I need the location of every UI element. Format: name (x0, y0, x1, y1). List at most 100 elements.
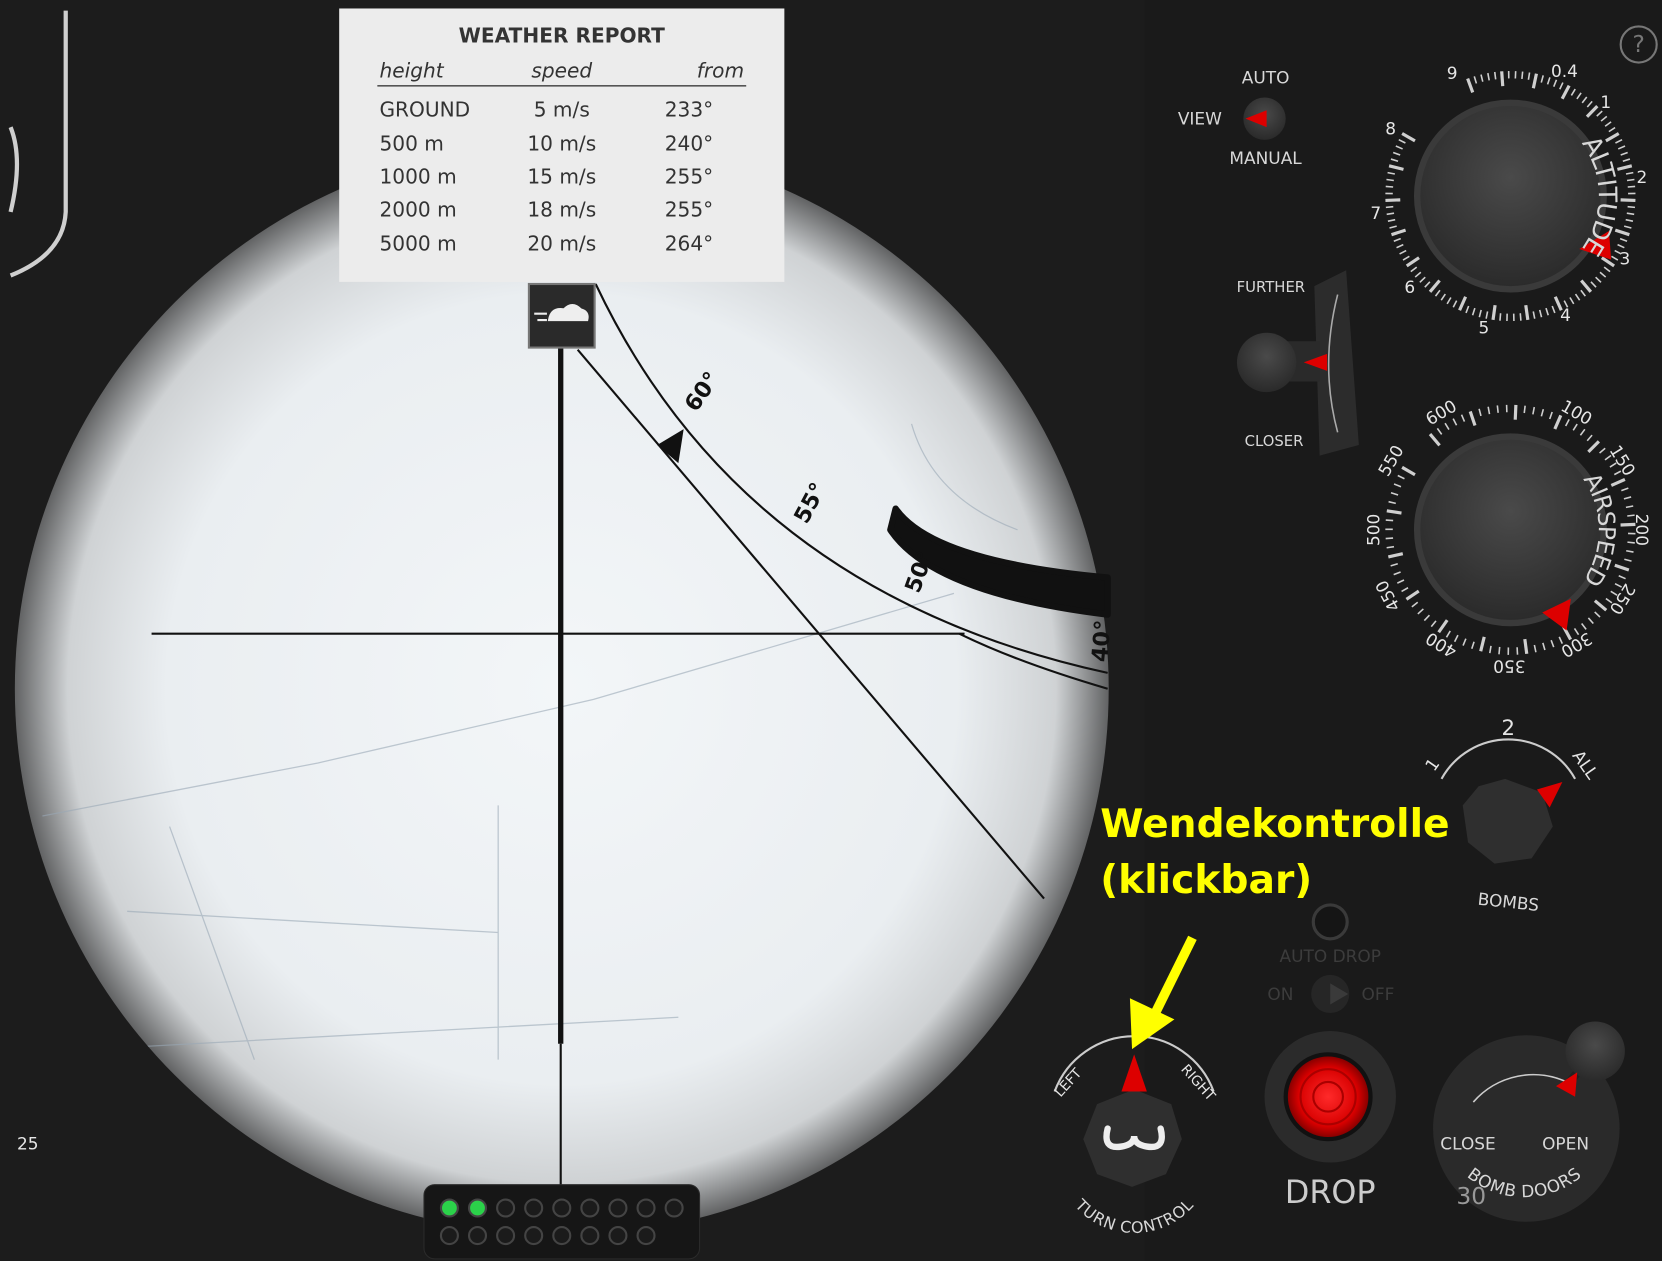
dial-tick (1594, 611, 1601, 618)
dial-tick (1627, 185, 1636, 188)
dial-tick (1460, 414, 1466, 422)
dial-tick (1385, 537, 1394, 540)
dial-tick (1623, 496, 1632, 500)
bomb-led (636, 1226, 656, 1246)
dial-tick (1453, 634, 1459, 643)
dial-tick (1390, 562, 1398, 567)
dial-tick (1523, 638, 1529, 655)
dial-tick (1618, 575, 1626, 580)
dial-tick (1405, 256, 1420, 268)
dial-tick (1627, 205, 1636, 209)
dial-tick (1617, 145, 1626, 150)
dial-tick (1527, 72, 1531, 80)
dial-tick (1385, 198, 1401, 202)
dial-tick (1625, 171, 1634, 175)
dial-tick (1620, 198, 1636, 202)
altitude-scale-label: 9 (1447, 63, 1458, 83)
dial-tick (1540, 408, 1545, 417)
dial-tick (1401, 587, 1409, 593)
dial-tick (1396, 579, 1405, 584)
drop-angle-label: 40° (1087, 619, 1117, 663)
weather-cell: 240° (665, 132, 713, 156)
airspeed-pointer (1542, 598, 1571, 631)
dial-tick (1626, 549, 1634, 553)
dial-tick (1390, 158, 1399, 163)
bombs-pointer (1536, 782, 1563, 808)
range-knob[interactable] (1236, 332, 1297, 393)
bomb-led (580, 1198, 600, 1218)
airspeed-scale-label: 200 (1632, 514, 1652, 546)
dial-tick (1604, 454, 1612, 461)
weather-cell: 15 m/s (527, 165, 596, 189)
dial-tick (1465, 305, 1470, 314)
dial-tick (1626, 212, 1635, 216)
dial-tick (1496, 405, 1499, 413)
dial-tick (1593, 599, 1608, 612)
dial-tick (1595, 276, 1602, 283)
dial-tick (1523, 405, 1526, 414)
dial-tick (1625, 505, 1634, 509)
dial-tick (1392, 151, 1401, 156)
turn-icon (1103, 1125, 1165, 1151)
dial-tick (1600, 115, 1608, 122)
weather-column-header: height (379, 59, 444, 83)
dial-tick (1458, 296, 1468, 311)
dial-tick (1559, 82, 1564, 90)
dial-tick (1605, 132, 1620, 143)
bomb-led (467, 1198, 488, 1218)
dial-tick (1563, 300, 1569, 308)
range-track (1314, 270, 1359, 456)
dial-tick (1532, 311, 1536, 319)
bomb-doors-scale (1472, 1073, 1570, 1103)
dial-tick (1620, 522, 1636, 527)
dial-tick (1390, 491, 1399, 496)
dial-tick (1393, 483, 1402, 488)
dial-tick (1452, 418, 1458, 426)
weather-cell: 2000 m (379, 197, 456, 221)
dial-tick (1386, 178, 1394, 182)
view-label: VIEW (1178, 109, 1222, 129)
annotation-line: Wendekontrolle (1100, 802, 1449, 847)
dial-tick (1599, 271, 1607, 278)
dial-tick (1396, 243, 1404, 249)
weather-cell: 264° (665, 231, 713, 255)
bomb-doors-lever-knob[interactable] (1565, 1021, 1625, 1081)
dial-tick (1627, 514, 1635, 517)
bomb-doors-close: CLOSE (1440, 1133, 1495, 1153)
dial-tick (1521, 71, 1524, 80)
dial-tick (1462, 638, 1467, 646)
dial-tick (1570, 88, 1576, 96)
bombs-knob[interactable] (1462, 778, 1553, 864)
altitude-scale-label: 3 (1620, 249, 1631, 269)
weather-column-header: from (697, 59, 744, 83)
dial-tick (1603, 266, 1611, 273)
weather-rows: GROUND 5 m/s 233° 500 m 10 m/s 240° 1000 m 15 m… (379, 98, 713, 256)
dial-tick (1434, 289, 1441, 297)
drop-label: DROP (1285, 1174, 1376, 1211)
auto-drop-label: AUTO DROP (1280, 946, 1381, 966)
terrain (42, 423, 1018, 1060)
dial-tick (1385, 185, 1394, 188)
dial-tick (1390, 228, 1407, 237)
bomb-led-panel (423, 1184, 701, 1260)
bomb-led (524, 1226, 544, 1246)
dial-tick (1388, 500, 1396, 505)
dial-tick (1480, 74, 1484, 82)
weather-cell: 10 m/s (527, 132, 596, 156)
road (42, 592, 955, 817)
dial-tick (1573, 628, 1580, 636)
weather-cell: 255° (665, 197, 713, 221)
bombs-setting: 2 (1502, 715, 1515, 740)
drop-button-ring (1299, 1068, 1357, 1126)
bomb-led (580, 1226, 600, 1246)
bomb-leds (439, 1198, 684, 1246)
help-button[interactable] (1619, 25, 1658, 64)
dial-tick (1626, 178, 1635, 182)
altitude-knob[interactable] (1413, 99, 1607, 293)
annotation-arrowhead (1129, 998, 1175, 1050)
drop-button[interactable] (1283, 1052, 1373, 1142)
dial-tick (1572, 423, 1578, 431)
dial-tick (1428, 279, 1441, 293)
airspeed-knob[interactable] (1413, 433, 1607, 627)
